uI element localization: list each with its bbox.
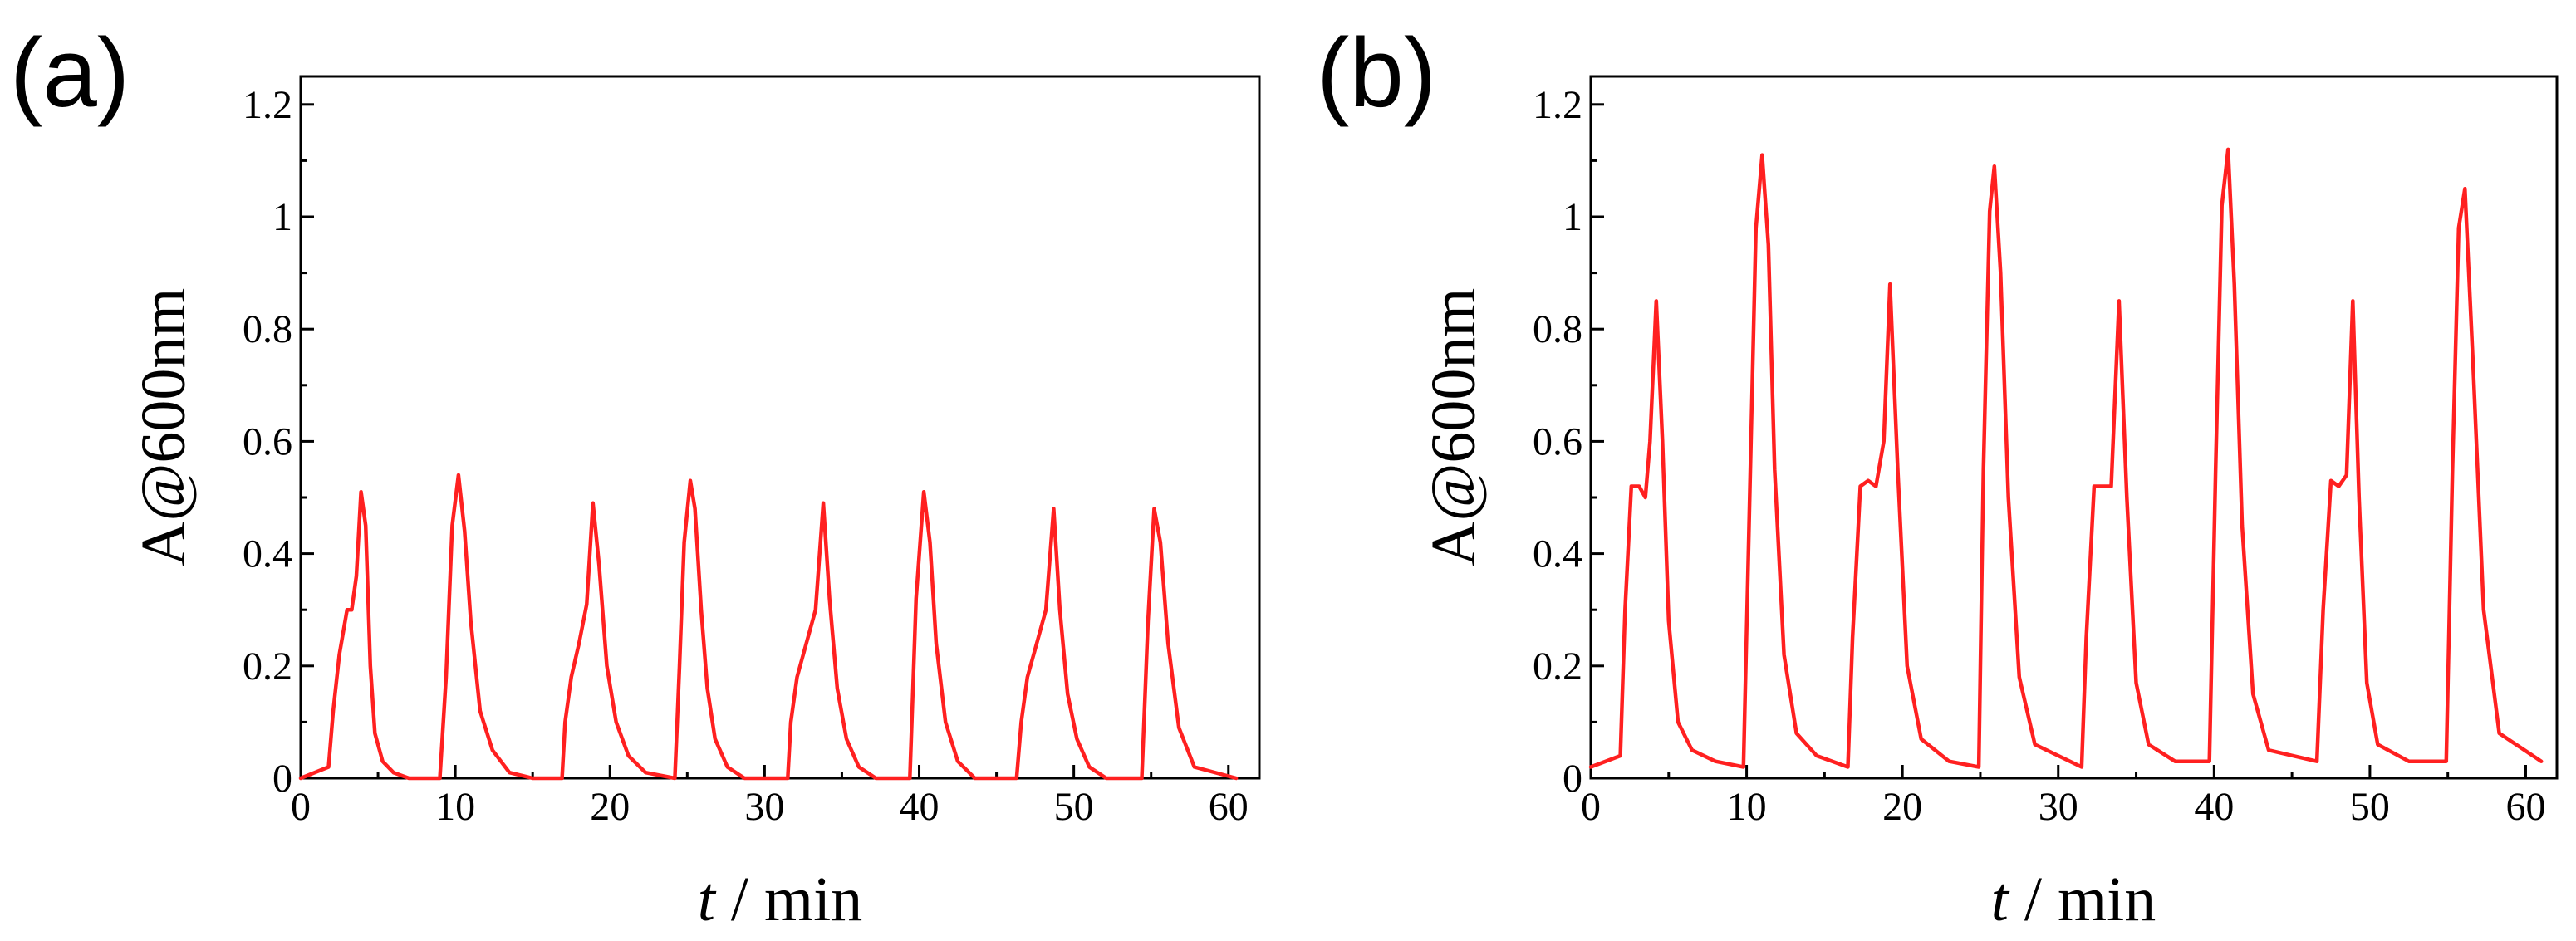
x-tick-label-b-0: 0: [1581, 785, 1601, 829]
x-tick-label-b-20: 20: [1882, 785, 1922, 829]
series-line-b: [1588, 147, 2544, 769]
y-tick-label-b-0.6: 0.6: [1533, 419, 1582, 463]
y-tick-label-a-0.2: 0.2: [243, 644, 292, 689]
ticks-b: [1589, 103, 2527, 780]
y-tick-label-a-1.2: 1.2: [243, 83, 292, 127]
y-tick-label-a-0.6: 0.6: [243, 419, 292, 463]
panel-label-b: (b): [1317, 18, 1436, 128]
panel-b: (b) 0 10 20 30 40 50 60 0 0.2 0.4 0.6 0.8 1 1.2 A@60…: [1317, 18, 2559, 934]
x-tick-label-a-20: 20: [590, 785, 630, 829]
x-tick-label-b-60: 60: [2505, 785, 2545, 829]
y-tick-label-b-1.2: 1.2: [1533, 83, 1582, 127]
x-axis-label-unit-a: / min: [715, 865, 862, 934]
y-axis-label-b: A@600nm: [1419, 288, 1489, 567]
x-tick-label-b-40: 40: [2194, 785, 2234, 829]
x-tick-labels-a: 0 10 20 30 40 50 60: [291, 785, 1249, 829]
y-tick-labels-b: 0 0.2 0.4 0.6 0.8 1 1.2: [1533, 83, 1582, 801]
y-tick-label-b-0: 0: [1563, 757, 1582, 801]
x-axis-label-var-b: t: [1991, 865, 2010, 934]
y-tick-label-a-0.4: 0.4: [243, 532, 292, 576]
y-tick-label-a-1: 1: [272, 195, 292, 239]
y-axis-label-a: A@600nm: [129, 288, 199, 567]
y-tick-labels-a: 0 0.2 0.4 0.6 0.8 1 1.2: [243, 83, 292, 801]
x-axis-label-b: t / min: [1991, 865, 2156, 934]
x-tick-labels-b: 0 10 20 30 40 50 60: [1581, 785, 2545, 829]
x-axis-label-a: t / min: [698, 865, 862, 934]
x-tick-label-a-0: 0: [291, 785, 311, 829]
y-tick-label-a-0.8: 0.8: [243, 307, 292, 351]
x-tick-label-a-60: 60: [1209, 785, 1249, 829]
y-tick-label-b-0.8: 0.8: [1533, 307, 1582, 351]
x-tick-label-a-40: 40: [900, 785, 940, 829]
x-axis-label-unit-b: / min: [2009, 865, 2156, 934]
panel-a: (a) 0 10 20 30 40 50 60 0 0.2 0.4 0.6 0.8 1 1.2 A@60…: [10, 18, 1261, 934]
plot-frame-b: [1589, 75, 2559, 780]
series-line-a: [298, 473, 1239, 781]
x-tick-label-a-10: 10: [435, 785, 475, 829]
x-tick-label-b-10: 10: [1727, 785, 1767, 829]
ticks-a: [299, 103, 1230, 780]
x-tick-label-a-30: 30: [744, 785, 784, 829]
x-tick-label-b-50: 50: [2350, 785, 2390, 829]
panel-label-a: (a): [10, 18, 130, 128]
x-axis-label-var-a: t: [698, 865, 717, 934]
y-tick-label-a-0: 0: [272, 757, 292, 801]
y-tick-label-b-1: 1: [1563, 195, 1582, 239]
x-tick-label-b-30: 30: [2039, 785, 2078, 829]
x-tick-label-a-50: 50: [1054, 785, 1094, 829]
y-tick-label-b-0.4: 0.4: [1533, 532, 1582, 576]
y-tick-label-b-0.2: 0.2: [1533, 644, 1582, 689]
